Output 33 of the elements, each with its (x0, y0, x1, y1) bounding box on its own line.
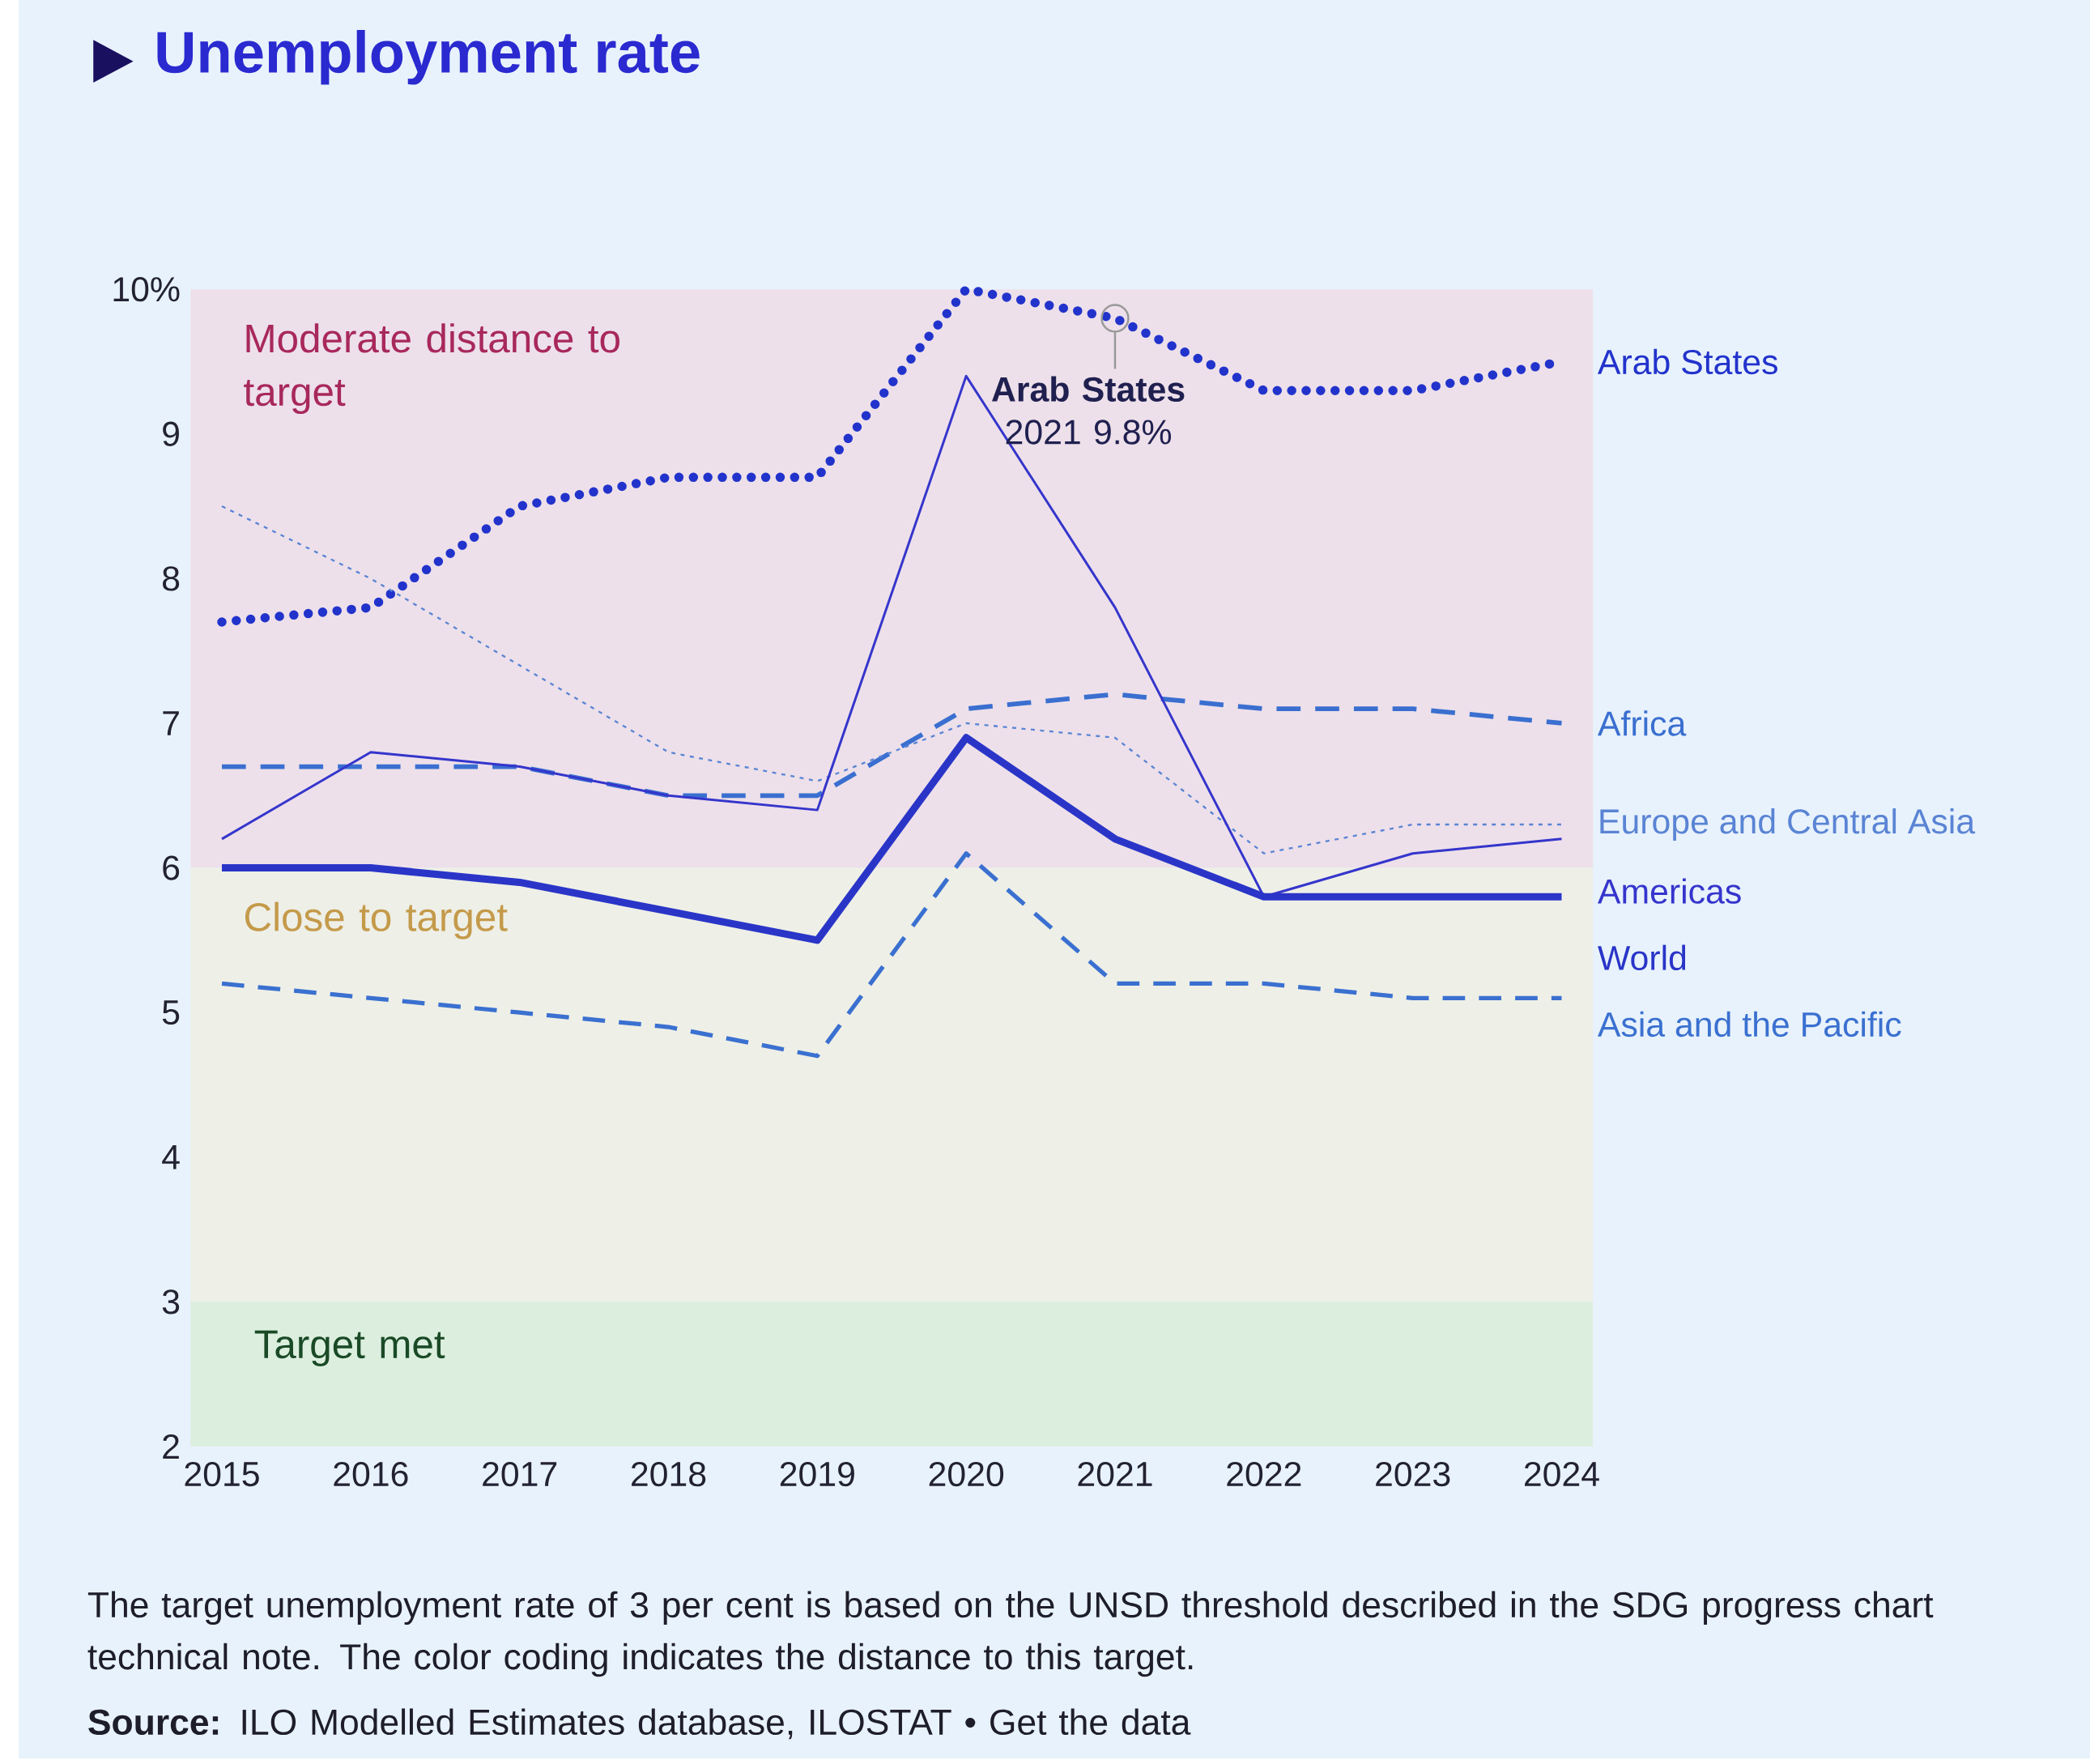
y-tick-label: 5 (162, 1000, 180, 1025)
text: The target unemployment rate of 3 per cent is based on the UNSD threshold described in the SDG progress chart technical note. The color coding indicates the distance to this target. (87, 1591, 1934, 1677)
band-label: Target met (254, 1330, 445, 1367)
series-label: Asia and the Pacific (1597, 1011, 1901, 1038)
y-tick-label: 7 (163, 711, 179, 735)
series-label: Arab States (1597, 348, 1777, 375)
x-tick-label: 2024 (1525, 1462, 1599, 1487)
series-label: Africa (1597, 710, 1687, 736)
series-label: World (1598, 944, 1686, 971)
x-tick-label: 2017 (483, 1462, 557, 1487)
chart-title: Unemployment rate (157, 30, 700, 85)
band-label: Moderate distance to target (244, 323, 619, 415)
x-tick-label: 2022 (1227, 1462, 1301, 1487)
x-tick-label: 2018 (632, 1462, 706, 1487)
x-tick-label: 2020 (929, 1462, 1004, 1487)
y-tick-label: 2 (163, 1434, 179, 1459)
y-tick-label: 3 (162, 1289, 180, 1314)
x-tick-label: 2019 (780, 1462, 854, 1487)
y-tick-label: 9 (163, 421, 179, 447)
y-tick-label: 4 (162, 1145, 180, 1170)
series-label: Europe and Central Asia (1600, 808, 1976, 842)
x-tick-label: 2021 (1078, 1462, 1152, 1487)
y-tick-label: 8 (163, 566, 180, 591)
line-series (220, 505, 1563, 854)
y-tick-label: 6 (163, 855, 180, 880)
y-tick-label: 10% (113, 277, 180, 302)
text: Source: ILO Modelled Estimates database, ILOSTAT • Get the data (88, 1708, 1191, 1740)
series-label: Americas (1597, 878, 1741, 904)
x-tick-label: 2015 (185, 1462, 259, 1487)
annotation: Arab States 2021 9.8% (992, 376, 1185, 445)
x-tick-label: 2016 (334, 1462, 408, 1487)
band-label: Close to target (245, 901, 508, 940)
x-tick-label: 2023 (1376, 1462, 1450, 1487)
